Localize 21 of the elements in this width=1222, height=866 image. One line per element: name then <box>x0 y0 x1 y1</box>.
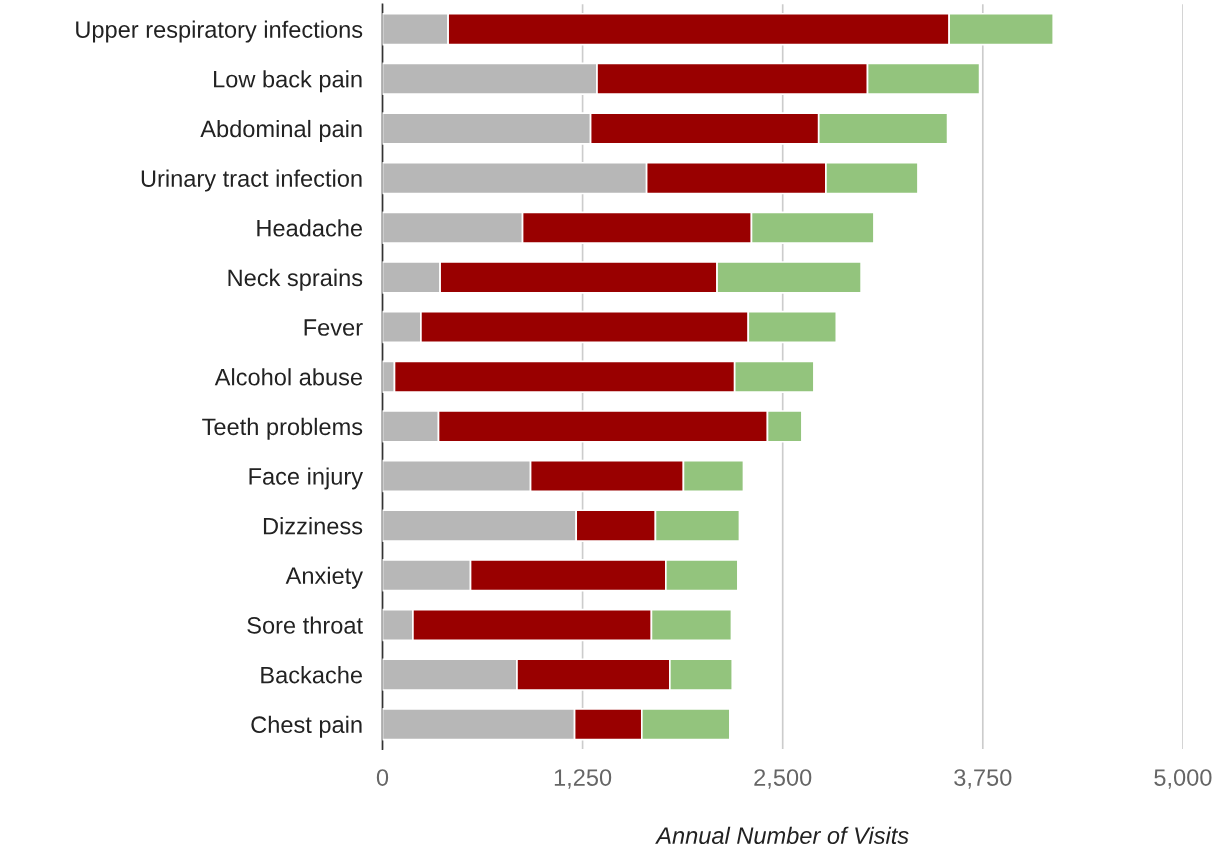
y-tick-label: Urinary tract infection <box>141 169 362 192</box>
y-tick-label: Backache <box>261 666 362 684</box>
y-tick-label: Chest pain <box>251 715 362 738</box>
y-tick-label: Low back pain <box>214 70 362 93</box>
y-tick-label: Neck sprains <box>228 268 363 291</box>
y-tick-label: Teeth problems <box>202 417 363 440</box>
x-tick-label: 0 <box>376 769 389 786</box>
x-tick-label: 5,000 <box>1154 769 1212 789</box>
y-tick-label: Abdominal pain <box>200 119 362 142</box>
y-tick-label: Sore throat <box>247 616 363 634</box>
y-tick-label: Alcohol abuse <box>214 368 362 386</box>
y-tick-label: Upper respiratory infections <box>76 20 363 43</box>
y-tick-label: Anxiety <box>285 566 363 589</box>
x-tick-label: 1,250 <box>554 769 612 789</box>
x-axis-title: Annual Number of Visits <box>655 826 909 844</box>
x-tick-label: 3,750 <box>954 769 1012 789</box>
x-tick-label: 2,500 <box>754 769 812 789</box>
y-tick-label: Fever <box>304 319 363 336</box>
y-tick-label: Headache <box>257 219 362 237</box>
y-tick-label: Face injury <box>249 467 363 490</box>
y-tick-label: Dizziness <box>263 517 363 535</box>
